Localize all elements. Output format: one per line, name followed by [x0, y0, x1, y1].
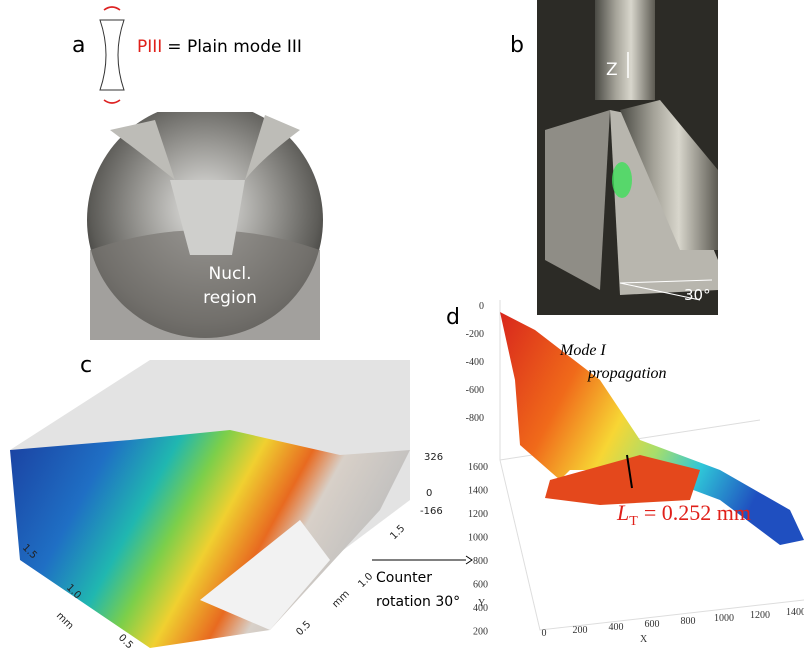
x-tick: 1200: [750, 610, 770, 621]
legend-abbr: PIII: [137, 37, 162, 57]
axis-label: Z: [606, 60, 618, 80]
specimen-icon: [100, 7, 124, 103]
x-tick: 800: [681, 616, 696, 627]
z-tick: -200: [466, 329, 484, 340]
y-tick: 1600: [468, 462, 488, 473]
right-unit: mm: [330, 589, 352, 611]
length-symbol: L: [616, 500, 629, 525]
arrow-text: Counter: [376, 570, 432, 586]
height-tick: 0: [426, 488, 432, 499]
x-tick: 200: [573, 625, 588, 636]
x-tick: 1400: [786, 607, 804, 618]
z-tick: -400: [466, 357, 484, 368]
z-tick: -800: [466, 413, 484, 424]
surface-plot: [10, 360, 410, 648]
annotation: propagation: [587, 365, 667, 382]
panel-label: c: [80, 353, 92, 378]
annotation: Mode I: [559, 342, 606, 359]
y-tick: 800: [473, 556, 488, 567]
x-label: X: [640, 634, 648, 645]
y-tick: 1000: [468, 533, 488, 544]
panel-label: b: [510, 33, 524, 58]
height-tick: -166: [420, 506, 443, 517]
y-tick: 1400: [468, 486, 488, 497]
y-tick: 600: [473, 580, 488, 591]
x-tick: 600: [645, 619, 660, 630]
setup-photo: [537, 0, 718, 315]
length-subscript: T: [629, 514, 638, 529]
length-text: = 0.252 mm: [644, 500, 751, 525]
x-tick: 400: [609, 622, 624, 633]
legend-text: = Plain mode III: [167, 37, 302, 57]
right-tick: 1.0: [356, 571, 375, 590]
annotation: Nucl.: [209, 264, 252, 284]
right-tick: 0.5: [294, 619, 313, 638]
arrow-text: rotation 30°: [376, 594, 460, 610]
panel-label: a: [72, 33, 85, 58]
angle-label: 30°: [684, 286, 711, 304]
panel-label: d: [446, 305, 460, 330]
y-tick: 200: [473, 627, 488, 638]
x-tick: 1000: [714, 613, 734, 624]
arrow-head: [466, 556, 472, 564]
y-tick: 1200: [468, 509, 488, 520]
y-label: Y: [478, 598, 485, 609]
legend: PIII= Plain mode III: [137, 37, 302, 57]
height-tick: 326: [424, 452, 443, 463]
z-tick: 0: [479, 301, 484, 312]
annotation: region: [203, 288, 257, 308]
right-tick: 1.5: [388, 523, 407, 542]
left-unit: mm: [54, 610, 76, 632]
x-tick: 0: [542, 628, 547, 639]
z-tick: -600: [466, 385, 484, 396]
length-label: LT = 0.252 mm: [616, 500, 751, 529]
figure: a PIII= Plain mode III Nucl. region b Z …: [0, 0, 804, 648]
